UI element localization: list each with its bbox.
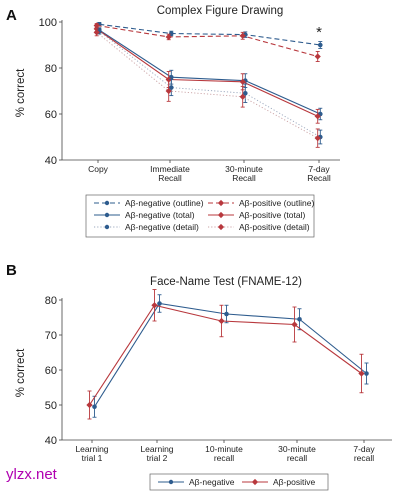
y-tick-label: 40	[45, 155, 57, 167]
data-point	[291, 321, 298, 328]
y-tick-label: 60	[45, 365, 57, 377]
x-tick-label: 7-day	[353, 444, 375, 454]
legend-swatch-marker	[217, 223, 225, 231]
x-tick-label: Recall	[158, 173, 182, 183]
x-tick-label: trial 1	[82, 453, 103, 463]
data-point	[364, 371, 369, 376]
series-line	[96, 28, 318, 117]
x-tick-label: Learning	[140, 444, 173, 454]
data-point	[358, 370, 365, 377]
panel-b: B Face-Name Test (FNAME-12) % correct 40…	[6, 262, 392, 491]
data-point	[157, 301, 162, 306]
legend-label: Aβ-positive (detail)	[239, 222, 310, 232]
y-tick-label: 60	[45, 109, 57, 121]
legend-swatch-marker	[217, 211, 225, 219]
data-point	[318, 42, 323, 48]
data-point	[224, 311, 229, 317]
series-line	[94, 302, 367, 408]
significance-annotation: *	[316, 24, 322, 41]
panel-a-letter: A	[6, 7, 17, 24]
x-tick-label: Learning	[75, 444, 108, 454]
legend-label: Aβ-negative (total)	[125, 210, 195, 220]
y-tick-label: 70	[45, 330, 57, 342]
series-line	[96, 24, 318, 58]
legend-label: Aβ-negative (outline)	[125, 198, 204, 208]
x-tick-label: recall	[354, 453, 374, 463]
x-tick-label: 30-minute	[225, 164, 263, 174]
watermark-text: ylzx.net	[6, 466, 57, 483]
legend-label: Aβ-negative	[189, 477, 235, 487]
data-point	[165, 87, 172, 95]
data-point	[239, 93, 246, 100]
legend-label: Aβ-positive (outline)	[239, 198, 314, 208]
legend-swatch-marker	[168, 479, 174, 485]
y-tick-label: 80	[45, 295, 57, 307]
y-tick-label: 80	[45, 63, 57, 75]
x-tick-label: Recall	[232, 173, 256, 183]
legend-box	[85, 194, 315, 238]
panel-b-title: Face-Name Test (FNAME-12)	[150, 276, 302, 288]
data-point	[169, 31, 174, 36]
panel-a-legend: Aβ-negative (outline) Aβ-positive (outlin…	[85, 194, 315, 238]
x-tick-label: trial 2	[147, 453, 168, 463]
series-line	[96, 32, 318, 139]
x-tick-label: recall	[287, 453, 307, 463]
legend-swatch-marker	[104, 224, 110, 230]
legend-swatch-marker	[251, 478, 259, 486]
x-tick-label: recall	[214, 453, 234, 463]
x-tick-label: 30-minute	[278, 444, 316, 454]
legend-box	[149, 473, 329, 491]
data-point	[92, 404, 97, 410]
series-line	[99, 30, 321, 138]
data-point	[169, 85, 174, 90]
x-tick-label: Immediate	[150, 164, 190, 174]
legend-swatch-marker	[104, 212, 110, 218]
data-point	[218, 317, 225, 325]
data-point	[93, 29, 100, 36]
x-tick-label: 10-minute	[205, 444, 243, 454]
data-point	[243, 91, 248, 96]
legend-swatch-marker	[104, 200, 110, 206]
y-tick-label: 40	[45, 435, 57, 447]
data-point	[165, 33, 172, 41]
panel-a-title: Complex Figure Drawing	[157, 5, 284, 17]
data-point	[297, 316, 302, 322]
legend-label: Aβ-positive	[273, 477, 315, 487]
panel-b-letter: B	[6, 262, 17, 279]
y-tick-label: 100	[39, 17, 57, 29]
x-tick-label: Recall	[307, 173, 331, 183]
x-tick-label: 7-day	[308, 164, 330, 174]
legend-swatch-marker	[217, 199, 225, 207]
legend-label: Aβ-negative (detail)	[125, 222, 199, 232]
data-point	[239, 32, 246, 39]
legend-label: Aβ-positive (total)	[239, 210, 305, 220]
x-tick-label: Copy	[88, 164, 109, 174]
data-point	[86, 401, 93, 409]
series-line	[89, 304, 362, 406]
series-line	[99, 23, 321, 46]
series-line	[98, 29, 321, 115]
data-point	[239, 78, 246, 85]
y-tick-label: 50	[45, 400, 57, 412]
panel-a: A Complex Figure Drawing % correct 40 60 8…	[6, 5, 340, 238]
panel-b-ylabel: % correct	[15, 348, 27, 397]
panel-b-legend: Aβ-negative Aβ-positive	[149, 473, 329, 491]
data-point	[314, 53, 321, 60]
panel-a-ylabel: % correct	[15, 68, 27, 117]
